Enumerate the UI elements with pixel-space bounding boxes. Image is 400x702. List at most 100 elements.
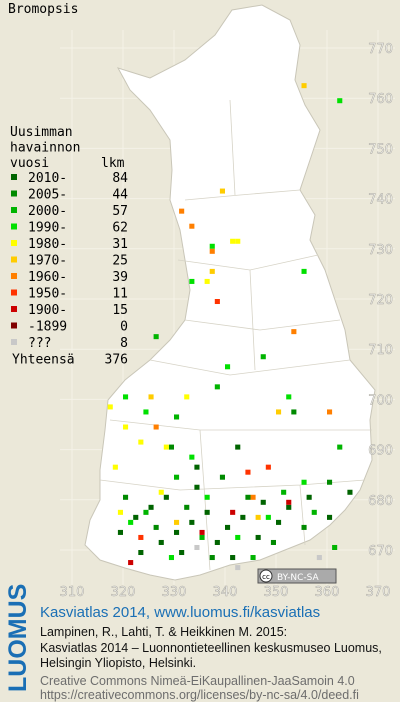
- occurrence-cell: [153, 334, 159, 340]
- occurrence-cell: [174, 414, 180, 420]
- occurrence-cell: [143, 509, 149, 515]
- occurrence-cell: [301, 479, 307, 485]
- occurrence-cell: [255, 534, 261, 540]
- occurrence-cell: [209, 248, 215, 254]
- occurrence-cell: [204, 494, 210, 500]
- x-tick-label: 370: [366, 585, 391, 600]
- legend-swatch: [11, 190, 17, 197]
- occurrence-cell: [225, 364, 231, 370]
- legend-count: 62: [112, 221, 128, 236]
- occurrence-cell: [276, 409, 282, 415]
- legend-label: 1960-: [28, 270, 67, 285]
- occurrence-cell: [311, 509, 317, 515]
- occurrence-cell: [235, 238, 241, 244]
- occurrence-cell: [235, 444, 241, 450]
- occurrence-cell: [189, 278, 195, 284]
- occurrence-cell: [214, 384, 220, 390]
- occurrence-cell: [214, 539, 220, 545]
- occurrence-cell: [153, 524, 159, 530]
- finland-outline: [84, 4, 376, 581]
- occurrence-cell: [327, 514, 333, 520]
- legend-swatch: [11, 289, 17, 296]
- map-title: Bromopsis: [8, 2, 78, 17]
- occurrence-cell: [199, 534, 205, 540]
- occurrence-cell: [260, 499, 266, 505]
- legend-swatch: [11, 174, 17, 180]
- y-tick-label: 750: [368, 142, 393, 157]
- legend-count: 39: [112, 270, 128, 285]
- occurrence-cell: [117, 509, 123, 515]
- occurrence-cell: [194, 544, 200, 550]
- occurrence-cell: [138, 550, 144, 556]
- legend-total: 376: [105, 353, 128, 368]
- occurrence-cell: [286, 394, 292, 400]
- legend-label: -1899: [28, 320, 67, 335]
- badge-text: BY-NC-SA: [277, 573, 320, 583]
- legend-swatch: [11, 240, 17, 246]
- occurrence-cell: [174, 474, 180, 480]
- legend-swatch: [11, 306, 17, 312]
- occurrence-cell: [209, 243, 215, 249]
- occurrence-cell: [143, 409, 149, 415]
- legend-label: ???: [28, 336, 51, 351]
- occurrence-cell: [148, 394, 154, 400]
- occurrence-cell: [189, 519, 195, 525]
- legend-swatch: [11, 207, 17, 213]
- occurrence-cell: [250, 555, 256, 561]
- legend-count: 57: [112, 204, 128, 219]
- occurrence-cell: [179, 208, 185, 214]
- y-tick-label: 740: [368, 193, 393, 208]
- occurrence-cell: [107, 404, 113, 410]
- occurrence-cell: [255, 514, 261, 520]
- occurrence-cell: [204, 278, 210, 284]
- occurrence-cell: [117, 529, 123, 535]
- occurrence-cell: [306, 494, 312, 500]
- y-tick-label: 770: [368, 42, 393, 57]
- brand: LUOMUS: [4, 584, 32, 692]
- atlas-link[interactable]: Kasviatlas 2014, www.luomus.fi/kasviatla…: [40, 604, 320, 621]
- occurrence-cell: [265, 464, 271, 470]
- legend-swatch: [11, 273, 17, 279]
- occurrence-cell: [128, 560, 134, 566]
- x-tick-label: 350: [264, 585, 289, 600]
- y-tick-label: 700: [368, 393, 393, 408]
- legend-label: 1950-: [28, 287, 67, 302]
- y-tick-label: 670: [368, 544, 393, 559]
- occurrence-cell: [316, 555, 322, 561]
- occurrence-cell: [163, 444, 169, 450]
- y-tick-label: 760: [368, 92, 393, 107]
- citation-line: Helsingin Yliopisto, Helsinki.: [40, 656, 196, 670]
- occurrence-cell: [219, 474, 225, 480]
- legend-label: 2010-: [28, 171, 67, 186]
- legend-count: 0: [120, 320, 128, 335]
- occurrence-cell: [123, 494, 129, 500]
- occurrence-cell: [225, 524, 231, 530]
- occurrence-cell: [230, 509, 236, 515]
- occurrence-cell: [184, 394, 190, 400]
- occurrence-cell: [327, 479, 333, 485]
- occurrence-cell: [245, 469, 251, 475]
- legend-count: 8: [120, 336, 128, 351]
- occurrence-cell: [245, 494, 251, 500]
- occurrence-cell: [199, 529, 205, 535]
- occurrence-cell: [209, 268, 215, 274]
- occurrence-cell: [168, 555, 174, 561]
- occurrence-cell: [194, 484, 200, 490]
- occurrence-cell: [204, 509, 210, 515]
- occurrence-cell: [235, 565, 241, 571]
- x-tick-label: 310: [60, 585, 85, 600]
- legend-swatch: [11, 339, 17, 345]
- y-tick-label: 710: [368, 343, 393, 358]
- occurrence-cell: [281, 489, 287, 495]
- occurrence-cell: [138, 439, 144, 445]
- occurrence-cell: [128, 519, 134, 525]
- legend-label: 2005-: [28, 188, 67, 203]
- x-tick-label: 330: [162, 585, 187, 600]
- occurrence-cell: [219, 188, 225, 194]
- occurrence-cell: [194, 464, 200, 470]
- x-tick-label: 360: [315, 585, 340, 600]
- license-url[interactable]: https://creativecommons.org/licenses/by-…: [40, 688, 359, 702]
- legend-count: 84: [112, 171, 128, 186]
- x-tick-label: 320: [111, 585, 136, 600]
